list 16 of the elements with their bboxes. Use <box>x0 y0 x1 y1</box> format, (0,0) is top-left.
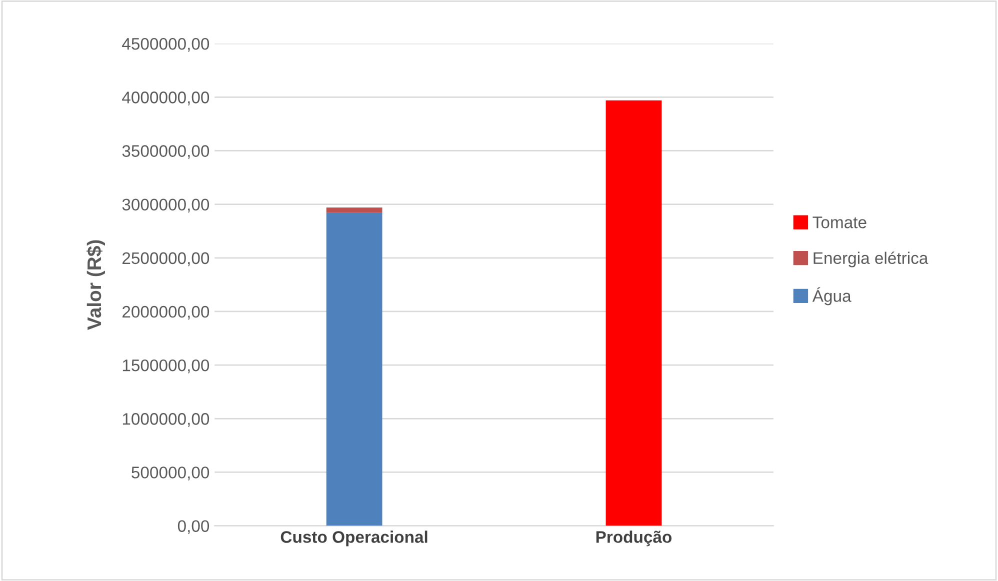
y-tick-label: 1500000,00 <box>122 359 210 374</box>
legend-label: Tomate <box>812 216 866 228</box>
y-tick-label: 2500000,00 <box>122 252 210 266</box>
y-tick-label: 4500000,00 <box>122 38 210 52</box>
y-tick-label: 4000000,00 <box>122 92 210 106</box>
y-axis-title: Valor (R$) <box>86 240 105 330</box>
y-tick-label: 0,00 <box>178 520 210 534</box>
x-tick-label: Produção <box>596 530 672 546</box>
legend-label: Energia elétrica <box>814 252 928 268</box>
legend-label: Água <box>812 287 852 306</box>
y-tick-label: 1000000,00 <box>122 413 210 427</box>
y-tick-label: 500000,00 <box>132 466 210 480</box>
y-tick-label: 3000000,00 <box>122 198 210 212</box>
y-tick-label: 3500000,00 <box>122 145 210 159</box>
y-tick-label: 2000000,00 <box>122 306 210 320</box>
x-tick-label: Custo Operacional <box>280 530 428 546</box>
